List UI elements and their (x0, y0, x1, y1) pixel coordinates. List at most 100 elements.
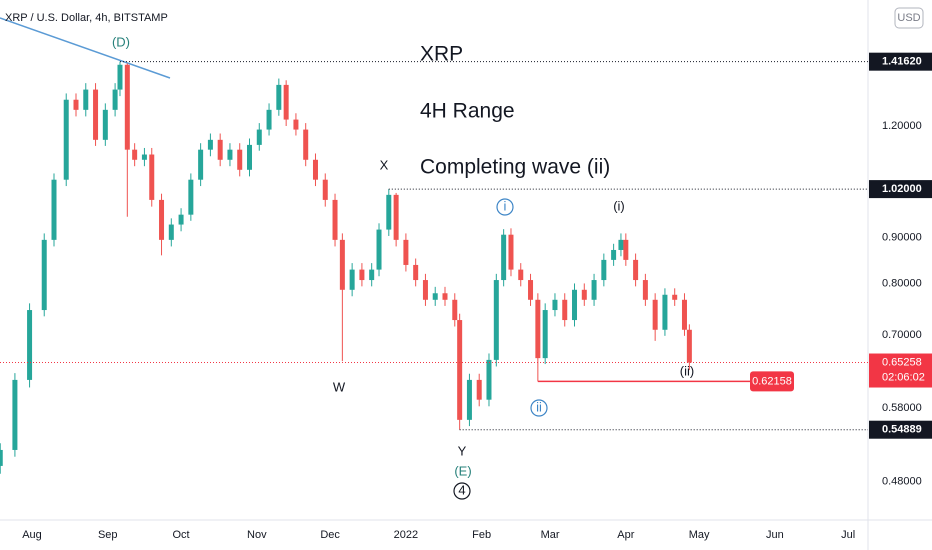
candle-body (413, 264, 419, 281)
candle-body (386, 194, 392, 230)
y-tick-label: 0.70000 (882, 329, 922, 341)
candle-body (466, 379, 472, 420)
candle-body (141, 154, 147, 160)
candle-body (27, 310, 33, 380)
candle-body (0, 449, 3, 466)
candle-body (681, 299, 687, 330)
candle-body (633, 259, 639, 281)
price-label-box (869, 52, 932, 71)
candle-body (124, 64, 130, 150)
candle-body (642, 280, 648, 300)
candle-body (207, 139, 213, 150)
candle-body (12, 379, 18, 450)
candle-body (178, 214, 184, 225)
candle-body (581, 289, 587, 300)
candle-body (528, 280, 534, 300)
candle-body (476, 379, 482, 400)
currency-badge[interactable] (894, 7, 924, 29)
wave-label: (ii) (680, 363, 694, 378)
candle-body (322, 179, 328, 200)
candle-body (276, 84, 282, 110)
x-tick-label: Nov (247, 529, 267, 541)
candle-body (369, 269, 375, 281)
candle-body (542, 310, 548, 359)
wave-label: Y (458, 443, 467, 458)
price-label: 0.62158 (752, 375, 792, 387)
x-tick-label: May (689, 529, 710, 541)
y-tick-label: 0.80000 (882, 277, 922, 289)
candle-body (149, 154, 155, 200)
wave-label: X (380, 157, 389, 172)
y-tick-label: 1.20000 (882, 120, 922, 132)
wave-label: (E) (454, 463, 471, 478)
candle-body (51, 179, 57, 240)
candle-body (508, 234, 514, 270)
wave-label: 4 (458, 482, 465, 497)
candle-body (442, 293, 448, 300)
candle-body (102, 109, 108, 140)
candle-body (486, 359, 492, 400)
candle-body (359, 269, 365, 281)
price-label-box (869, 353, 932, 388)
candle-body (332, 199, 338, 240)
candle-body (339, 239, 345, 290)
wave-label: W (333, 379, 346, 394)
y-tick-label: 0.58000 (882, 402, 922, 414)
candle-body (247, 144, 253, 170)
currency[interactable]: USD (897, 12, 920, 24)
candle-body (41, 239, 47, 311)
x-tick-label: Dec (320, 529, 340, 541)
candle-body (618, 239, 624, 250)
y-tick-label: 0.48000 (882, 476, 922, 488)
chart-title: XRP / U.S. Dollar, 4h, BITSTAMP (5, 12, 168, 24)
wave-label: ii (536, 399, 542, 414)
candle-body (83, 89, 89, 110)
candle-body (552, 299, 558, 311)
price-label: 1.02000 (882, 183, 922, 195)
trend-line (0, 17, 171, 79)
candle-body (63, 99, 69, 180)
candle-body (168, 224, 174, 240)
candle-body (312, 159, 318, 180)
candle-body (623, 239, 629, 260)
x-tick-label: Oct (173, 529, 190, 541)
candle-body (303, 129, 309, 160)
wave-ring (530, 399, 548, 417)
candle-body (518, 269, 524, 281)
candle-body (266, 109, 272, 130)
candle-body (662, 294, 668, 330)
candle-body (349, 269, 355, 290)
candle-body (501, 234, 507, 281)
candle-body (293, 119, 299, 130)
x-tick-label: Apr (617, 529, 634, 541)
x-tick-label: Sep (98, 529, 118, 541)
candle-body (562, 299, 568, 321)
wave-label: (D) (112, 34, 130, 49)
candle-body (132, 149, 138, 160)
candle-body (611, 249, 617, 260)
candle-body (672, 294, 678, 300)
y-tick-label: 0.90000 (882, 232, 922, 244)
candle-body (112, 89, 118, 110)
candle-body (93, 89, 99, 140)
candle-body (73, 99, 79, 110)
x-tick-label: Mar (541, 529, 560, 541)
wave-label: i (504, 198, 507, 213)
price-label-box (869, 420, 932, 439)
candle-body (432, 293, 438, 300)
candle-body (535, 299, 541, 359)
x-tick-label: Feb (472, 529, 491, 541)
countdown: 02:06:02 (882, 371, 925, 383)
candle-body (572, 289, 578, 321)
candle-body (117, 64, 123, 90)
wave-ring (496, 198, 514, 216)
wave-label: (i) (613, 198, 625, 213)
candle-body (256, 129, 262, 145)
candle-body (493, 280, 499, 360)
candle-body (422, 280, 428, 300)
price-label-box (750, 371, 794, 392)
candle-body (159, 199, 165, 240)
price-label: 0.65258 (882, 356, 922, 368)
candle-body (376, 229, 382, 270)
